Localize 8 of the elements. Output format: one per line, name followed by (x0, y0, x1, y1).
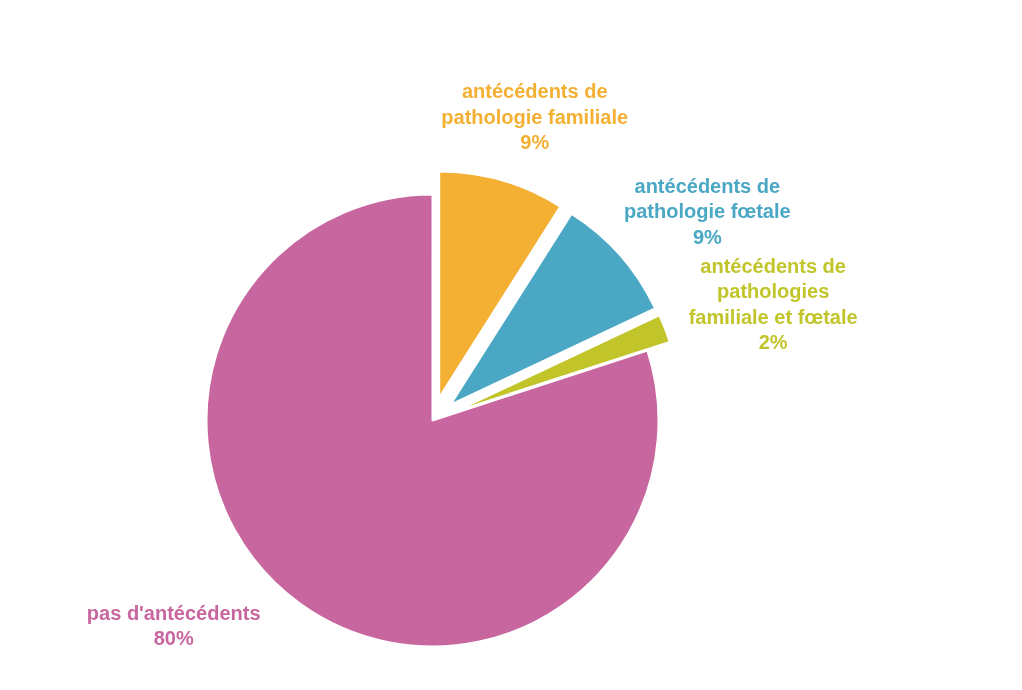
data-label: 2% (758, 330, 788, 353)
data-label: 9% (692, 225, 723, 248)
slice-label: pas d'antécédents (86, 601, 261, 624)
slice-label: antécédents de pathologie familiale (441, 80, 629, 128)
data-label: 9% (520, 130, 550, 153)
slice-label: antécédents de pathologie fœtale (624, 174, 791, 223)
data-label: 80% (153, 626, 194, 649)
slice-label: antécédents de pathologies familiale et fœtale (688, 255, 858, 328)
